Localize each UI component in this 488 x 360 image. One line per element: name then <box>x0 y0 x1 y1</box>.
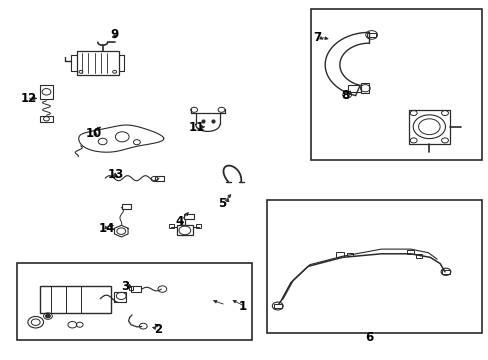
Text: 13: 13 <box>107 168 123 181</box>
Bar <box>177 225 192 235</box>
Bar <box>346 253 352 256</box>
Bar <box>122 204 130 209</box>
Bar <box>40 85 53 99</box>
Bar <box>155 176 163 180</box>
Bar <box>408 109 449 144</box>
Bar <box>407 250 413 254</box>
Text: 3: 3 <box>121 280 129 293</box>
Text: 11: 11 <box>188 121 204 134</box>
Bar <box>130 286 141 292</box>
Bar <box>129 286 133 290</box>
Bar <box>310 9 481 160</box>
Bar <box>415 254 422 258</box>
Circle shape <box>45 314 50 318</box>
Text: 5: 5 <box>217 197 225 210</box>
Bar <box>77 51 118 75</box>
Bar <box>442 270 449 274</box>
Text: 8: 8 <box>341 89 349 102</box>
Bar <box>273 304 281 308</box>
Bar <box>40 287 111 313</box>
Bar <box>168 224 173 228</box>
Text: 4: 4 <box>175 215 183 228</box>
Text: 7: 7 <box>312 31 321 44</box>
Text: 1: 1 <box>238 300 246 313</box>
Bar <box>347 85 361 92</box>
Bar <box>266 200 481 333</box>
Text: 6: 6 <box>365 331 372 344</box>
Text: 14: 14 <box>99 222 115 235</box>
Bar <box>183 214 193 220</box>
Text: 2: 2 <box>154 323 162 336</box>
Bar <box>113 292 126 302</box>
Bar <box>196 224 201 228</box>
Text: 10: 10 <box>85 127 102 140</box>
Text: 9: 9 <box>111 28 119 41</box>
Bar <box>366 33 375 37</box>
Bar <box>335 252 343 257</box>
Bar <box>40 116 53 122</box>
Text: 12: 12 <box>20 93 37 105</box>
Bar <box>361 83 368 93</box>
Bar <box>17 263 251 340</box>
